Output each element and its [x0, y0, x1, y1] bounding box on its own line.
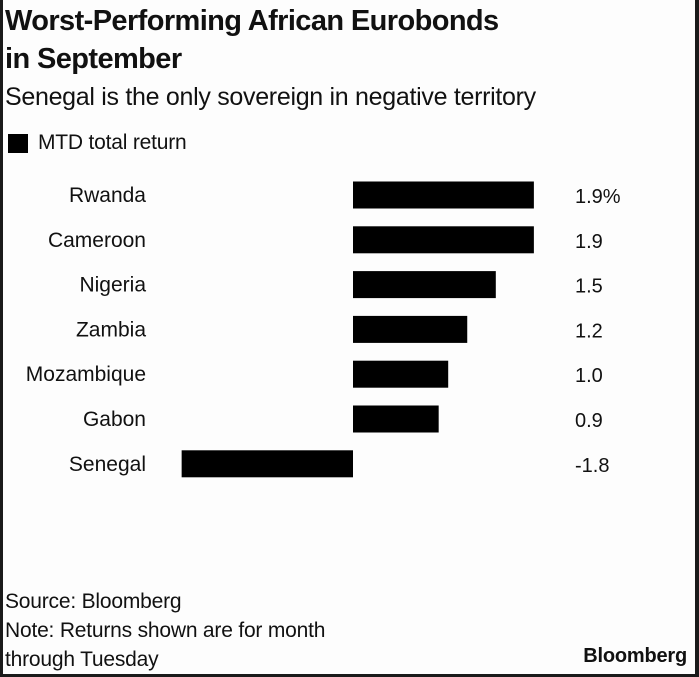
category-label: Gabon [83, 408, 146, 431]
chart-title-line-1: Worst-Performing African Eurobonds [5, 5, 499, 37]
legend-label: MTD total return [38, 131, 187, 154]
note-line-1: Note: Returns shown are for month [5, 619, 326, 642]
value-label: 1.9% [575, 186, 621, 208]
value-label: 1.2 [575, 320, 603, 342]
note-line-2: through Tuesday [5, 648, 159, 671]
value-label: 1.5 [575, 276, 603, 298]
bar [353, 405, 439, 433]
category-label: Nigeria [79, 274, 146, 297]
category-label: Zambia [76, 318, 146, 341]
value-label: 1.9 [575, 231, 603, 253]
legend: MTD total return [8, 130, 187, 156]
chart-title-line-2: in September [5, 43, 182, 75]
chart-title: Worst-Performing African Eurobonds in Se… [5, 2, 499, 78]
bar-chart: Rwanda 1.9% Cameroon 1.9 Nigeria 1.5 Zambia 1.2… [26, 181, 621, 478]
value-label: 1.0 [575, 365, 603, 387]
value-label: -1.8 [575, 455, 609, 477]
bar [353, 181, 534, 209]
bar [353, 315, 468, 343]
category-label: Mozambique [26, 363, 146, 386]
category-label: Rwanda [69, 184, 146, 207]
bloomberg-logo: Bloomberg [583, 645, 687, 667]
category-label: Cameroon [48, 229, 146, 252]
chart-subtitle: Senegal is the only sovereign in negativ… [5, 83, 536, 111]
legend-swatch [8, 133, 28, 153]
bar [353, 360, 449, 388]
bar [181, 450, 353, 478]
bar [353, 226, 534, 254]
chart-card: Worst-Performing African Eurobonds in Se… [3, 0, 695, 674]
category-label: Senegal [69, 453, 146, 476]
bar [353, 271, 496, 299]
chart-footer: Source: Bloomberg Note: Returns shown ar… [5, 587, 325, 674]
source-text: Source: Bloomberg [5, 590, 182, 613]
value-label: 0.9 [575, 410, 603, 432]
